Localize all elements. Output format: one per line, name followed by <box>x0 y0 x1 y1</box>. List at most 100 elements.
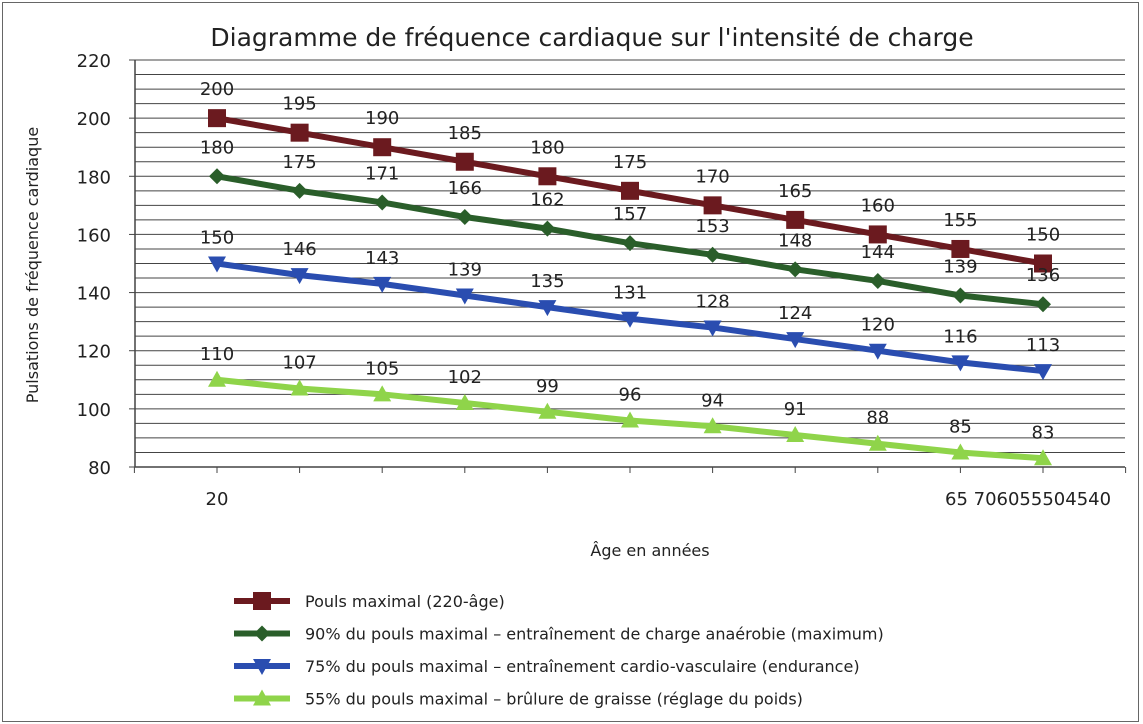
data-label: 165 <box>778 181 812 202</box>
triangle-down-marker <box>455 288 474 305</box>
legend-label: 55% du pouls maximal – brûlure de graiss… <box>305 690 803 709</box>
data-label: 88 <box>866 408 889 429</box>
data-label: 83 <box>1032 422 1055 443</box>
x-tick-label-first: 20 <box>206 489 229 510</box>
square-marker <box>290 123 309 142</box>
data-label: 128 <box>695 291 729 312</box>
triangle-up-marker <box>1034 449 1052 466</box>
triangle-down-marker <box>868 343 887 360</box>
diamond-marker <box>1035 296 1051 313</box>
triangle-down-marker <box>703 320 722 337</box>
square-marker <box>621 181 639 200</box>
data-label: 200 <box>200 79 234 100</box>
square-marker <box>208 109 226 128</box>
square-marker <box>455 152 474 171</box>
x-tick-label-last: 65 706055504540 <box>945 489 1111 510</box>
y-tick-label: 100 <box>77 400 111 421</box>
diamond-marker <box>787 261 804 278</box>
x-axis-label: Âge en années <box>590 541 709 560</box>
diamond-marker <box>704 246 721 263</box>
data-label: 144 <box>861 242 895 263</box>
diamond-marker <box>622 235 638 252</box>
data-label: 113 <box>1026 335 1060 356</box>
square-marker <box>703 196 722 215</box>
triangle-up-marker <box>868 434 887 451</box>
y-tick-label: 140 <box>77 284 111 305</box>
data-label: 110 <box>200 344 234 365</box>
chart-title: Diagramme de fréquence cardiaque sur l'i… <box>210 23 973 52</box>
y-tick-label: 180 <box>77 167 111 188</box>
data-label: 148 <box>778 230 812 251</box>
triangle-up-marker <box>538 402 557 419</box>
data-label: 139 <box>448 259 482 280</box>
diamond-marker <box>456 208 473 225</box>
data-label: 135 <box>530 271 564 292</box>
triangle-up-marker <box>455 394 474 411</box>
y-tick-label: 220 <box>77 51 111 72</box>
triangle-down-marker <box>786 332 805 349</box>
data-label: 180 <box>530 137 564 158</box>
diamond-marker <box>869 272 886 289</box>
data-label: 180 <box>200 137 234 158</box>
data-label: 146 <box>282 239 316 260</box>
data-label: 139 <box>943 256 977 277</box>
diamond-marker <box>254 625 270 642</box>
data-label: 131 <box>613 283 647 304</box>
data-label: 143 <box>365 248 399 269</box>
y-axis-label: Pulsations de fréquence cardiaque <box>23 127 42 403</box>
data-label: 150 <box>200 228 234 249</box>
data-label: 166 <box>448 178 482 199</box>
triangle-up-marker <box>703 417 722 434</box>
data-label: 170 <box>695 166 729 187</box>
data-label: 195 <box>282 94 316 115</box>
triangle-down-marker <box>373 276 392 293</box>
data-label: 99 <box>536 376 559 397</box>
legend-label: 75% du pouls maximal – entraînement card… <box>305 657 860 676</box>
data-label: 105 <box>365 358 399 379</box>
data-label: 162 <box>530 190 564 211</box>
y-tick-label: 200 <box>77 109 111 130</box>
square-marker <box>538 167 557 186</box>
triangle-down-marker <box>290 268 309 285</box>
data-label: 91 <box>784 399 807 420</box>
data-label: 155 <box>943 210 977 231</box>
legend: Pouls maximal (220-âge) 90% du pouls maxi… <box>234 592 884 709</box>
data-label: 150 <box>1026 225 1060 246</box>
data-label: 185 <box>448 123 482 144</box>
triangle-up-marker <box>373 385 392 402</box>
triangle-up-marker <box>208 370 226 387</box>
data-label: 124 <box>778 303 812 324</box>
square-marker <box>868 225 887 244</box>
data-label: 107 <box>282 353 316 374</box>
y-tick-label: 160 <box>77 225 111 246</box>
triangle-up-marker <box>621 411 639 428</box>
data-label: 190 <box>365 108 399 129</box>
y-tick-label: 80 <box>88 458 111 479</box>
square-marker <box>373 138 392 157</box>
triangle-up-marker <box>290 379 309 396</box>
triangle-up-marker <box>786 426 805 443</box>
data-label: 171 <box>365 163 399 184</box>
triangle-down-marker <box>253 659 271 675</box>
triangle-up-marker <box>253 689 271 706</box>
data-label: 116 <box>943 326 977 347</box>
data-label: 160 <box>861 195 895 216</box>
data-label: 157 <box>613 204 647 225</box>
square-marker <box>253 592 271 610</box>
square-marker <box>951 239 970 258</box>
data-label: 175 <box>613 152 647 173</box>
triangle-down-marker <box>1034 364 1052 381</box>
legend-label: Pouls maximal (220-âge) <box>305 592 505 611</box>
data-label: 94 <box>701 390 724 411</box>
square-marker <box>1034 254 1052 273</box>
data-label: 136 <box>1026 265 1060 286</box>
data-label: 85 <box>949 416 972 437</box>
diamond-marker <box>291 182 308 199</box>
data-label: 153 <box>695 216 729 237</box>
diamond-marker <box>539 220 556 237</box>
y-tick-label: 120 <box>77 342 111 363</box>
data-label: 175 <box>282 152 316 173</box>
triangle-down-marker <box>621 311 639 328</box>
